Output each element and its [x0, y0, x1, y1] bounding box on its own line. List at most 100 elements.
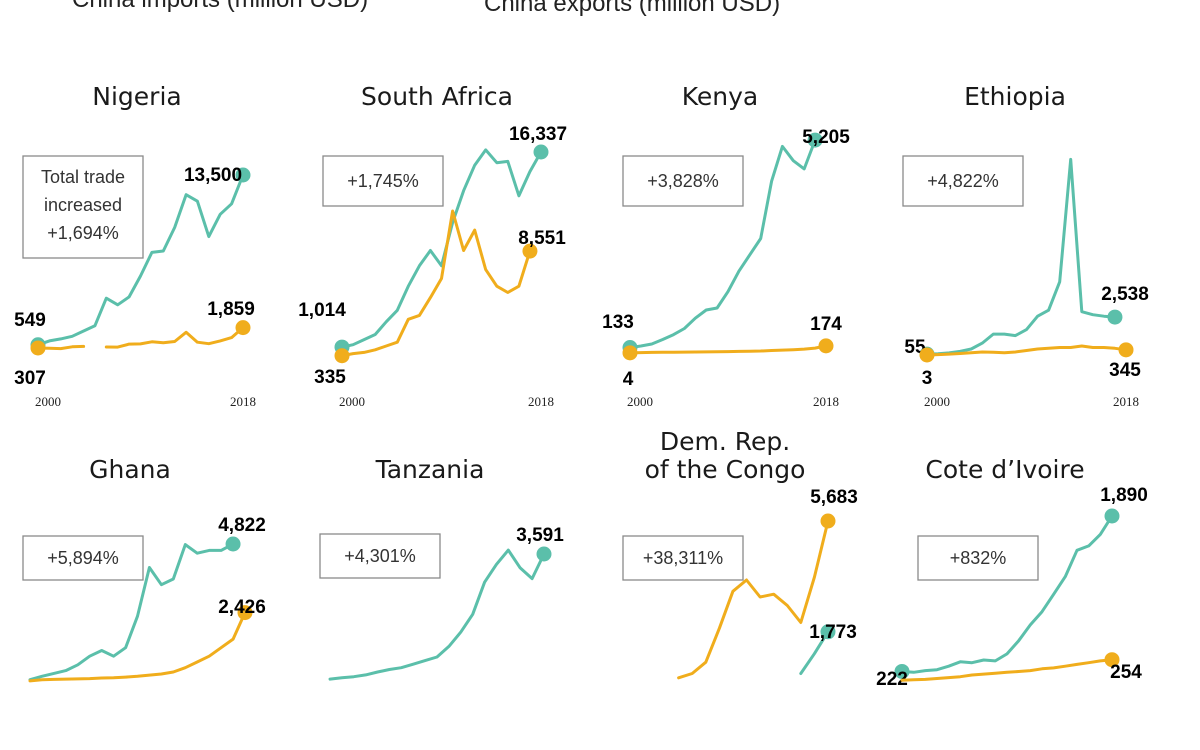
china-imports-end-value: 8,551 — [518, 228, 566, 249]
growth-badge-box — [22, 155, 144, 259]
china-imports-end-value: 2,426 — [218, 597, 266, 618]
china-exports-line — [900, 514, 1114, 674]
china-imports-end-dot — [235, 320, 251, 336]
chart-title: Cote d’Ivoire — [925, 455, 1084, 484]
china-exports-end-value: 16,337 — [509, 124, 567, 145]
legend-exports-label: China exports (million USD) — [484, 0, 781, 17]
chart-tanzania: Tanzania +4,301% 3,591 — [319, 455, 564, 681]
china-imports-line — [340, 209, 532, 358]
china-exports-end-dot — [820, 624, 836, 640]
china-imports-end-dot — [1118, 342, 1134, 358]
legend-imports-label: China imports (million USD) — [72, 0, 368, 14]
china-exports-end-dot — [1107, 309, 1123, 325]
chart-title: Ghana — [89, 455, 171, 484]
panel-south-africa: South Africa +1,745% 2000 2018 1,014 16,337 33… — [298, 70, 600, 409]
growth-badge-box — [319, 533, 441, 579]
china-exports-end-value: 1,773 — [809, 622, 857, 643]
growth-badge-line: increased — [44, 195, 122, 215]
chart-title: Ethiopia — [964, 82, 1066, 111]
growth-badge-box — [902, 155, 1024, 207]
china-imports-end-value: 174 — [810, 314, 842, 335]
china-exports-end-dot — [536, 546, 552, 562]
chart-title: Kenya — [682, 82, 759, 111]
china-exports-end-value: 5,205 — [802, 127, 850, 148]
x-start-year: 2000 — [924, 394, 950, 409]
chart-title: Nigeria — [92, 82, 181, 111]
chart-south-africa: South Africa +1,745% 2000 2018 1,014 16,337 33… — [298, 82, 567, 409]
china-exports-line — [925, 157, 1117, 356]
china-imports-end-dot — [522, 243, 538, 259]
china-exports-end-dot — [533, 144, 549, 160]
china-exports-line — [628, 138, 817, 350]
china-exports-line — [36, 173, 245, 347]
china-exports-start-value: 133 — [602, 312, 634, 333]
china-imports-end-dot — [1104, 652, 1120, 668]
growth-badge-line: +4,301% — [344, 546, 416, 566]
growth-badge-box — [322, 155, 444, 207]
china-imports-line — [925, 344, 1128, 357]
x-start-year: 2000 — [339, 394, 365, 409]
growth-badge-box — [622, 535, 744, 581]
growth-badge-box — [622, 155, 744, 207]
chart-title-line-2: of the Congo — [645, 455, 806, 484]
china-imports-start-value: 335 — [314, 367, 346, 388]
china-imports-end-value: 5,683 — [810, 487, 858, 508]
growth-badge-box — [22, 535, 144, 581]
china-exports-end-dot — [807, 132, 823, 148]
panel-dr-congo: Dem. Rep. of the Congo +38,311% 5,683 1,773 — [600, 420, 900, 750]
china-exports-end-dot — [1104, 508, 1120, 524]
growth-badge-line: Total trade — [41, 167, 125, 187]
china-exports-end-dot — [235, 167, 251, 183]
growth-badge-line: +1,694% — [47, 223, 119, 243]
panel-ethiopia: Ethiopia +4,822% 2000 2018 55 2,538 3 345 — [900, 70, 1200, 409]
growth-badge-line: +5,894% — [47, 548, 119, 568]
panel-ghana: Ghana +5,894% 4,822 2,426 — [0, 420, 300, 750]
x-end-year: 2018 — [528, 394, 554, 409]
china-exports-end-value: 4,822 — [218, 515, 266, 536]
china-exports-end-value: 3,591 — [516, 525, 564, 546]
growth-badge-line: +832% — [950, 548, 1007, 568]
china-imports-end-value: 1,859 — [207, 299, 255, 320]
china-exports-end-value: 1,890 — [1100, 485, 1148, 506]
china-imports-start-value: 307 — [14, 368, 46, 389]
china-imports-start-value: 4 — [623, 369, 634, 390]
china-exports-line — [799, 630, 830, 675]
chart-dr-congo: Dem. Rep.of the Congo +38,311% 5,683 1,773 — [622, 427, 858, 680]
china-exports-start-value: 549 — [14, 310, 46, 331]
china-imports-start-dot — [919, 347, 935, 363]
chart-title: South Africa — [361, 82, 513, 111]
china-imports-end-dot — [820, 513, 836, 529]
china-exports-start-value: 1,014 — [298, 300, 346, 321]
china-imports-line — [677, 519, 830, 680]
china-imports-start-dot — [30, 340, 46, 356]
panel-nigeria: Nigeria Total trade increased +1,694% 2000 20… — [0, 70, 300, 409]
china-imports-end-dot — [818, 338, 834, 354]
china-exports-line — [28, 542, 235, 682]
china-exports-end-dot — [225, 536, 241, 552]
chart-title-line-1: Dem. Rep. — [660, 427, 790, 456]
china-exports-start-dot — [894, 663, 910, 679]
china-imports-start-dot — [622, 345, 638, 361]
chart-ghana: Ghana +5,894% 4,822 2,426 — [22, 455, 266, 683]
chart-title: Tanzania — [375, 455, 485, 484]
growth-badge-line: +4,822% — [927, 171, 999, 191]
x-start-year: 2000 — [627, 394, 653, 409]
china-imports-end-value: 254 — [1110, 662, 1142, 683]
x-start-year: 2000 — [35, 394, 61, 409]
china-imports-end-value: 345 — [1109, 360, 1141, 381]
china-imports-start-value: 3 — [922, 368, 933, 389]
chart-kenya: Kenya +3,828% 2000 2018 133 5,205 4 174 — [602, 82, 850, 409]
growth-badge-box — [917, 535, 1039, 581]
growth-badge-line: +3,828% — [647, 171, 719, 191]
x-end-year: 2018 — [1113, 394, 1139, 409]
china-imports-line — [36, 326, 245, 351]
panel-kenya: Kenya +3,828% 2000 2018 133 5,205 4 174 — [600, 70, 900, 409]
growth-badge-line: +1,745% — [347, 171, 419, 191]
x-end-year: 2018 — [230, 394, 256, 409]
china-imports-end-dot — [237, 605, 253, 621]
x-end-year: 2018 — [813, 394, 839, 409]
china-imports-line — [628, 344, 828, 355]
china-exports-line — [340, 148, 543, 349]
